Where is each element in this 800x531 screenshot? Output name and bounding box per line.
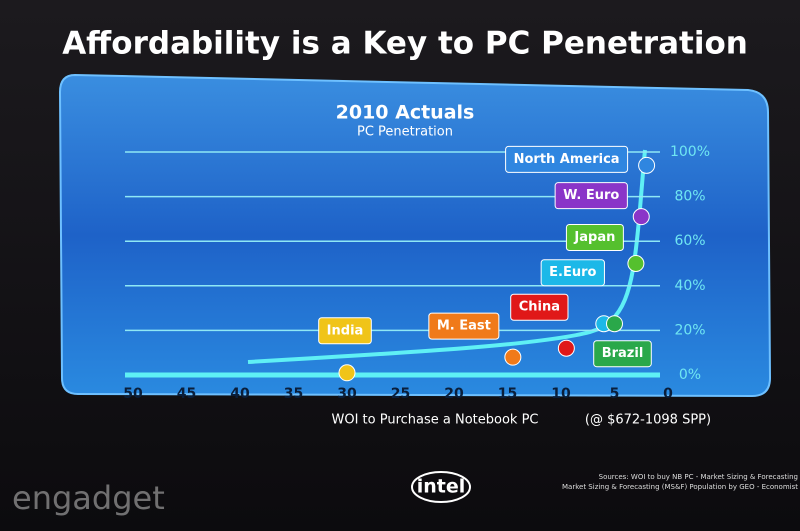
x-axis-note: (@ $672-1098 SPP) xyxy=(585,413,711,428)
x-tick-label: 5 xyxy=(610,386,620,402)
x-axis-label: WOI to Purchase a Notebook PC xyxy=(331,413,538,428)
logo-ring xyxy=(411,471,471,503)
point-label: India xyxy=(327,323,364,338)
watermark: engadget xyxy=(12,479,165,517)
label-box xyxy=(565,224,624,251)
y-tick-label: 60% xyxy=(674,233,705,249)
data-point xyxy=(557,339,575,357)
x-tick-label: 20 xyxy=(444,386,464,402)
source-note: Market Sizing & Forecasting (MS&F) Popul… xyxy=(562,483,798,491)
source-note: Sources: WOI to buy NB PC - Market Sizin… xyxy=(599,473,798,481)
logo: intel xyxy=(417,476,466,498)
data-point xyxy=(338,364,356,382)
chart-title: 2010 Actuals xyxy=(336,102,475,124)
point-label: North America xyxy=(514,152,620,167)
label-box xyxy=(505,145,629,173)
label-box xyxy=(510,293,569,321)
x-tick-label: 25 xyxy=(391,386,410,402)
x-tick-label: 45 xyxy=(177,386,196,402)
data-point xyxy=(632,208,650,226)
x-tick-label: 10 xyxy=(551,386,571,402)
x-tick-label: 50 xyxy=(123,386,143,402)
data-point xyxy=(606,315,623,333)
data-point xyxy=(504,348,522,366)
data-point xyxy=(638,156,656,174)
x-tick-label: 30 xyxy=(337,386,357,402)
chart-subtitle: PC Penetration xyxy=(357,125,453,140)
point-label: Brazil xyxy=(602,346,644,361)
y-tick-label: 80% xyxy=(674,189,705,205)
x-tick-label: 35 xyxy=(284,386,303,402)
x-tick-label: 40 xyxy=(230,386,250,402)
point-label: W. Euro xyxy=(563,188,619,203)
point-label: M. East xyxy=(437,319,491,334)
data-point xyxy=(627,255,645,272)
x-tick-label: 15 xyxy=(498,386,517,402)
slide-title: Affordability is a Key to PC Penetration xyxy=(62,26,748,62)
y-tick-label: 100% xyxy=(670,144,710,160)
y-tick-label: 20% xyxy=(674,322,705,338)
label-box xyxy=(593,340,652,368)
point-label: China xyxy=(519,300,560,315)
label-box xyxy=(540,259,605,287)
label-box xyxy=(554,182,628,210)
point-label: Japan xyxy=(573,230,615,245)
label-box xyxy=(428,312,500,340)
label-box xyxy=(318,317,372,345)
x-tick-label: 0 xyxy=(663,386,673,402)
point-label: E.Euro xyxy=(549,265,596,280)
y-tick-label: 40% xyxy=(674,278,705,294)
y-tick-label: 0% xyxy=(679,367,701,383)
